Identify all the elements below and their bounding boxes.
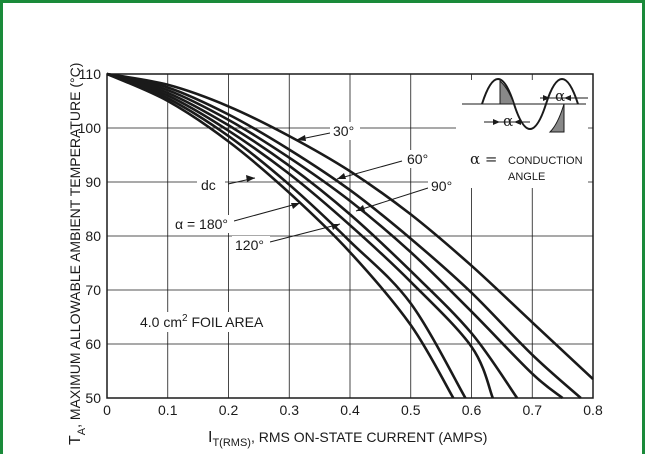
x-tick-label: 0.1 [158,402,178,418]
arrowhead [564,95,571,101]
inset-negative-hatch [548,103,565,133]
label-60: 60° [407,151,428,167]
y-tick-label: 90 [85,174,101,190]
label-30: 30° [333,123,354,139]
series-line [106,72,564,400]
leader-180 [233,202,301,222]
series-line [106,72,519,399]
x-tick-label: 0.3 [280,402,300,418]
x-tick-label: 0.4 [340,402,360,418]
series-line [106,72,495,399]
label-bg-60 [404,150,436,168]
leader-arrowheads [246,135,365,230]
arrowhead [356,205,365,211]
label-180: α = 180° [175,216,228,232]
inset-alpha-label-2: α [555,87,565,105]
angle-label: ANGLE [508,171,545,183]
curves [106,72,594,400]
series-line [106,72,582,399]
x-tick-label: 0 [103,402,111,418]
label-120: 120° [235,237,264,253]
label-bg-90 [428,177,458,195]
foil-label-bg [136,312,276,332]
label-bg-dc [197,176,225,194]
annotations [227,132,429,243]
y-tick-label: 80 [85,228,101,244]
x-tick-label: 0.6 [462,402,482,418]
alpha-equals: α = [470,150,497,168]
conduction-angle-inset: α α α = CONDUCTION ANGLE [456,78,588,188]
label-bg-30 [330,122,360,140]
arrowhead [337,173,346,179]
leader-60 [336,160,403,180]
arrowhead [493,119,500,125]
label-90: 90° [431,178,452,194]
arrowhead [543,95,550,101]
x-tick-label: 0.2 [219,402,239,418]
x-axis-title: IT(RMS), RMS ON-STATE CURRENT (AMPS) [208,429,487,449]
label-bg-120 [232,236,270,254]
y-tick-label: 100 [78,120,102,136]
leader-90 [355,187,429,212]
plot-area-border [106,73,594,399]
x-tick-label: 0.5 [401,402,421,418]
arrowhead [514,119,521,125]
arrowhead [291,203,300,209]
series-line [106,72,594,381]
y-tick-label: 60 [85,336,101,352]
y-tick-label: 110 [79,66,102,82]
conduction-label: CONDUCTION [508,155,583,167]
leader-120 [269,223,341,243]
y-axis-title: TA, MAXIMUM ALLOWABLE AMBIENT TEMPERATUR… [67,63,88,445]
arrowhead [246,175,255,182]
ticks: 0 0.1 0.2 0.3 0.4 0.5 0.6 0.7 0.8 50 60 70 80 90 100 11… [78,66,603,418]
inset-positive-hatch [499,79,515,105]
arrowhead [296,135,306,141]
inset-alpha-label-1: α [503,112,513,130]
label-dc: dc [201,177,216,193]
x-tick-label: 0.8 [583,402,603,418]
series-line [106,72,467,399]
series-line [106,72,455,399]
y-tick-label: 50 [85,390,101,406]
arrowhead [331,224,340,230]
inset-waveform [481,78,579,130]
label-bg-180 [172,215,234,233]
y-tick-label: 70 [85,282,101,298]
foil-area-label: 4.0 cm2 FOIL AREA [140,313,264,330]
x-tick-label: 0.7 [523,402,543,418]
